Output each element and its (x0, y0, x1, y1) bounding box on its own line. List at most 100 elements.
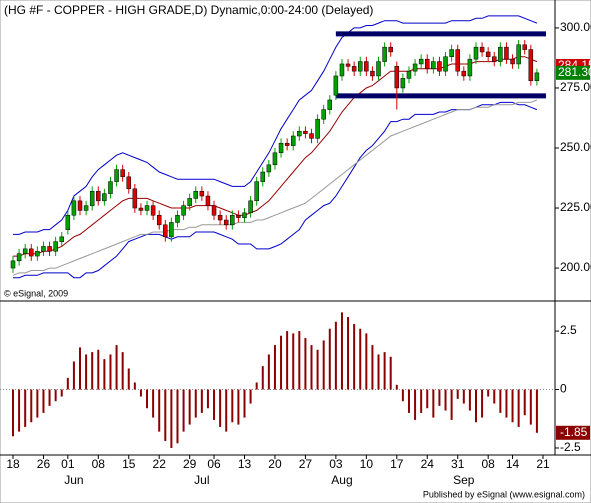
x-tick-label: 06 (207, 457, 221, 471)
x-tick-label: 18 (6, 457, 20, 471)
candle-body (522, 44, 527, 50)
candle-body (10, 260, 16, 269)
x-tick-label: 20 (268, 457, 282, 471)
candle-body (479, 46, 485, 53)
candle-body (351, 66, 357, 72)
x-tick-label: 08 (481, 457, 495, 471)
candle-body (163, 224, 168, 238)
y-tick-label: 225.00 (560, 200, 591, 214)
candle-body (156, 214, 162, 226)
x-tick-label: 08 (92, 457, 106, 471)
candle-body (47, 246, 52, 252)
candle-body (297, 130, 302, 137)
candle-body (327, 99, 333, 110)
candle-body (230, 214, 235, 226)
candle-body (376, 61, 381, 77)
candle-body (138, 207, 144, 211)
candle-body (498, 46, 503, 62)
candle-body (425, 58, 430, 70)
candle-body (382, 46, 387, 62)
candle-body (53, 241, 58, 252)
indicator-line (12, 99, 538, 276)
candle-body (205, 195, 211, 206)
candle-body (406, 70, 412, 79)
candle-body (102, 193, 107, 202)
candle-body (71, 200, 77, 216)
candle-body (150, 205, 156, 216)
x-tick-label: 21 (536, 457, 550, 471)
candle-body (41, 246, 46, 252)
copyright: © eSignal, 2009 (4, 288, 68, 298)
candle-body (114, 169, 119, 182)
candle-body (364, 61, 369, 72)
candle-body (193, 190, 199, 199)
candle-body (534, 72, 540, 82)
candle-body (248, 200, 253, 214)
x-tick-label: 03 (329, 457, 343, 471)
candle-body (516, 44, 521, 65)
candle-body (272, 152, 278, 166)
candle-body (303, 130, 308, 134)
candle-body (388, 46, 393, 53)
candle-body (284, 142, 290, 146)
candle-body (485, 51, 491, 57)
candle-body (35, 251, 40, 257)
footer: Published by eSignal (www.esignal.com) (423, 489, 585, 499)
month-label: Jun (64, 473, 83, 487)
y-tick-label: -2.5 (560, 440, 581, 454)
candle-body (412, 63, 418, 72)
candle-body (217, 214, 223, 221)
candle-body (339, 63, 345, 77)
candle-body (169, 222, 174, 238)
price-marker-label: 281.30 (558, 65, 591, 79)
month-label: Jul (194, 473, 209, 487)
candle-body (449, 49, 454, 57)
candle-body (22, 248, 28, 254)
y-tick-label: 275.00 (560, 80, 591, 94)
candle-body (223, 219, 229, 226)
candle-body (254, 181, 259, 202)
candle-body (211, 205, 217, 216)
x-tick-label: 31 (451, 457, 465, 471)
candle-body (266, 164, 272, 173)
candle-body (504, 46, 509, 60)
candle-body (528, 49, 534, 82)
candle-body (455, 49, 460, 72)
y-tick-label: 0 (560, 382, 567, 396)
candle-body (461, 70, 467, 77)
candle-body (181, 205, 186, 216)
candle-body (144, 205, 150, 211)
x-tick-label: 01 (61, 457, 75, 471)
candle-body (260, 171, 266, 182)
candle-body (309, 133, 314, 139)
candle-body (175, 214, 180, 223)
candle-body (315, 118, 320, 139)
candle-body (187, 198, 192, 206)
indicator-line (13, 56, 538, 257)
candle-body (89, 190, 95, 206)
x-tick-label: 22 (153, 457, 167, 471)
candle-body (510, 58, 515, 65)
candle-body (467, 58, 473, 77)
value-marker (556, 425, 590, 440)
candle-body (290, 135, 296, 146)
y-tick-label: 250.00 (560, 140, 591, 154)
candle-body (199, 190, 205, 197)
indicator-line (13, 15, 538, 235)
x-tick-label: 24 (421, 457, 435, 471)
candle-body (132, 188, 138, 209)
candle-body (492, 56, 497, 62)
chart-title: (HG #F - COPPER - HIGH GRADE,D) Dynamic,… (4, 3, 373, 17)
y-tick-label: 300.00 (560, 20, 591, 34)
candle-body (437, 61, 442, 72)
x-tick-label: 10 (360, 457, 374, 471)
candle-body (443, 56, 448, 72)
x-tick-label: 27 (299, 457, 313, 471)
month-label: Sep (453, 473, 475, 487)
x-tick-label: 14 (506, 457, 520, 471)
x-tick-label: 17 (390, 457, 404, 471)
candle-body (16, 253, 22, 262)
candle-body (473, 46, 479, 60)
